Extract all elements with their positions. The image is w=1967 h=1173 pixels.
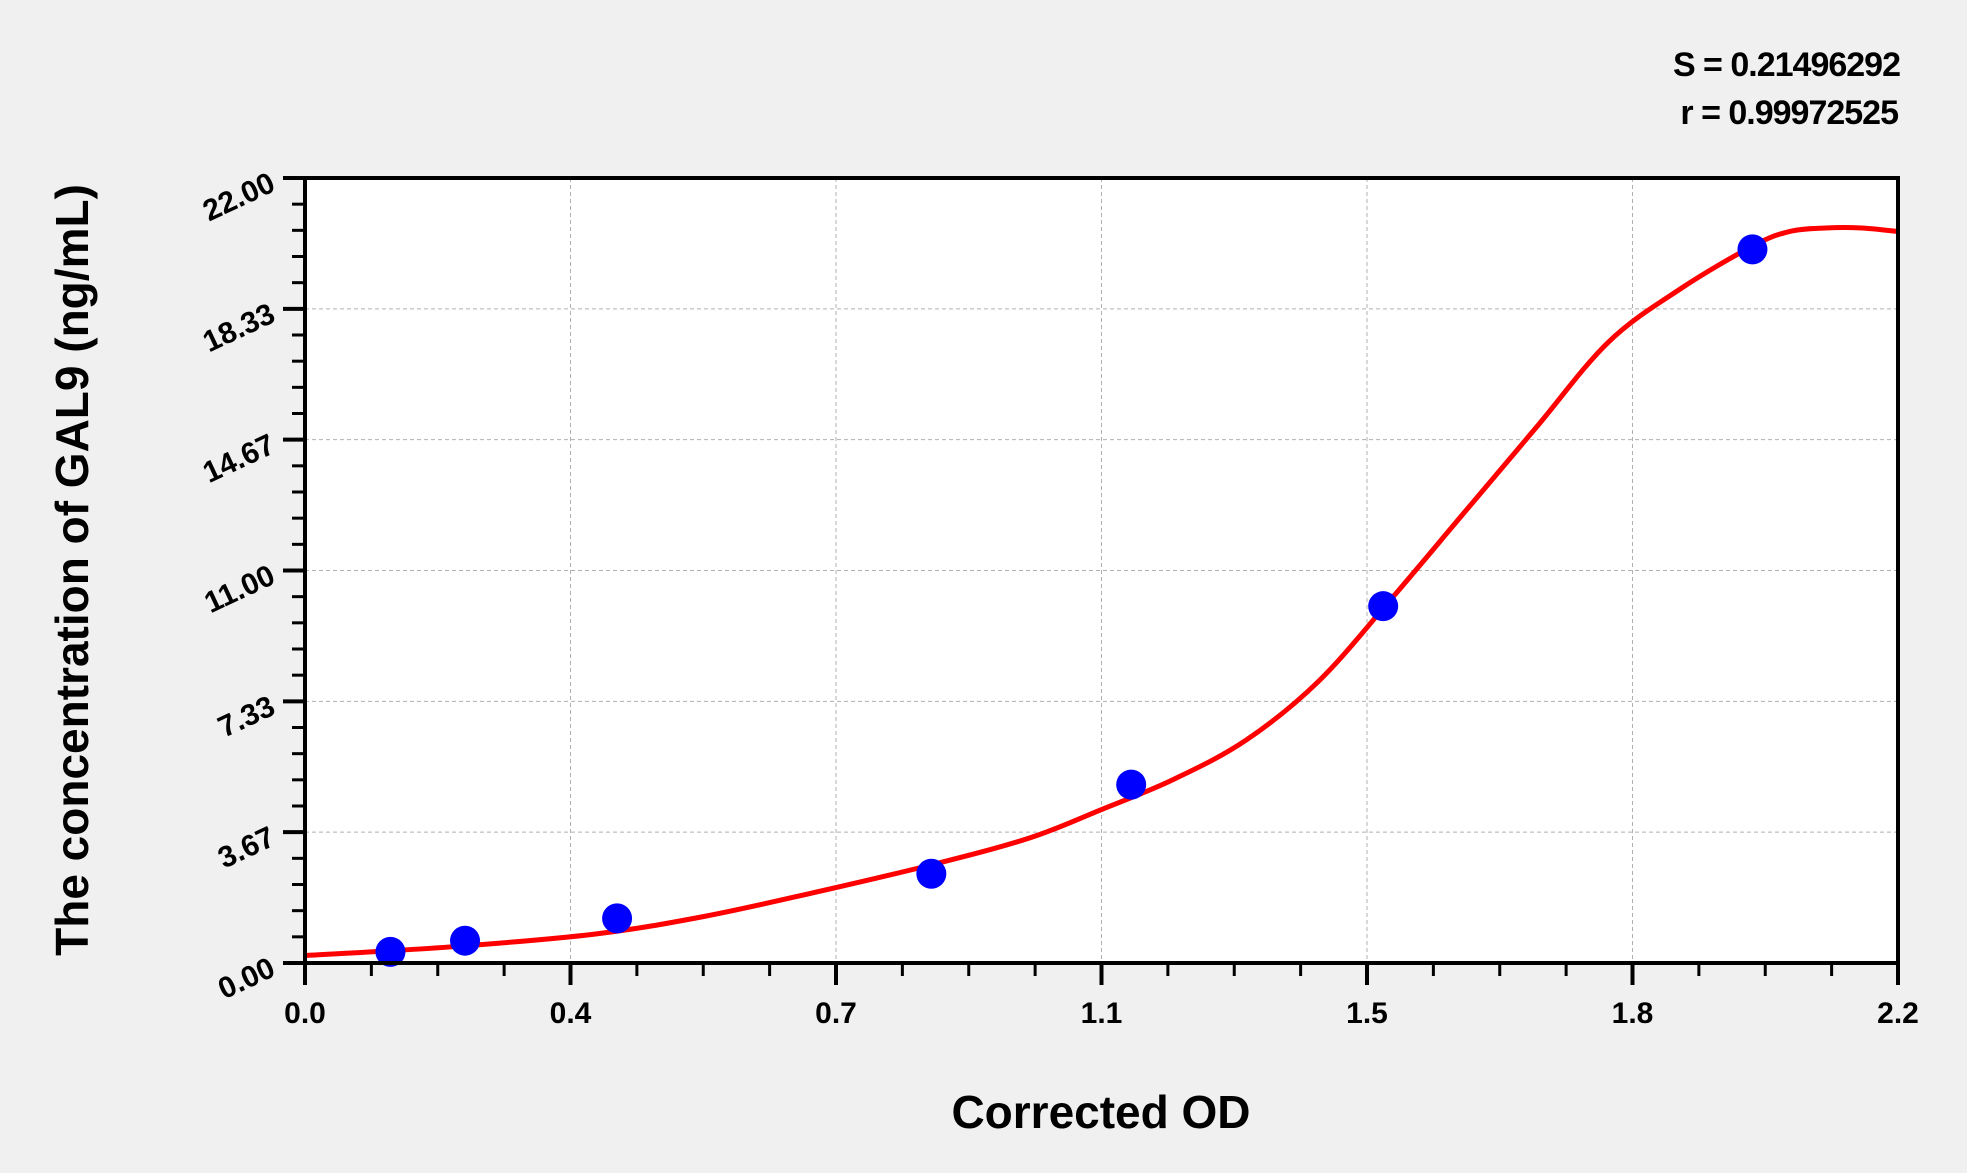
x-axis-label: Corrected OD	[951, 1086, 1250, 1138]
y-tick-label: 3.67	[213, 821, 280, 876]
y-tick-label: 18.33	[198, 297, 280, 359]
y-tick-labels: 0.00 3.67 7.33 11.00 14.67 18.33 22.00	[198, 166, 280, 1006]
y-tick-label: 14.67	[198, 428, 280, 490]
data-point	[602, 903, 633, 934]
y-tick-label: 22.00	[198, 166, 280, 228]
grid	[305, 178, 1898, 963]
y-axis-label: The concentration of GAL9 (ng/mL)	[46, 184, 98, 956]
x-tick-label: 0.0	[284, 997, 326, 1030]
data-point	[1116, 769, 1147, 800]
x-tick-label: 1.1	[1081, 997, 1123, 1030]
data-point	[450, 925, 481, 956]
x-tick-label: 0.7	[815, 997, 857, 1030]
x-tick-label: 1.8	[1612, 997, 1654, 1030]
data-points	[375, 234, 1768, 967]
y-tick-label: 11.00	[199, 559, 279, 620]
x-tick-label: 0.4	[550, 997, 592, 1030]
stat-s: S = 0.21496292	[1673, 46, 1900, 84]
x-tick-labels: 0.0 0.4 0.7 1.1 1.5 1.8 2.2	[284, 997, 1919, 1030]
stat-r: r = 0.99972525	[1680, 94, 1898, 132]
data-point	[375, 936, 406, 967]
y-tick-label: 7.33	[213, 690, 280, 745]
data-point	[1737, 234, 1768, 265]
data-point	[1368, 591, 1399, 622]
y-tick-label: 0.00	[213, 951, 280, 1006]
x-tick-label: 1.5	[1346, 997, 1388, 1030]
x-tick-label: 2.2	[1877, 997, 1919, 1030]
data-point	[916, 858, 947, 889]
